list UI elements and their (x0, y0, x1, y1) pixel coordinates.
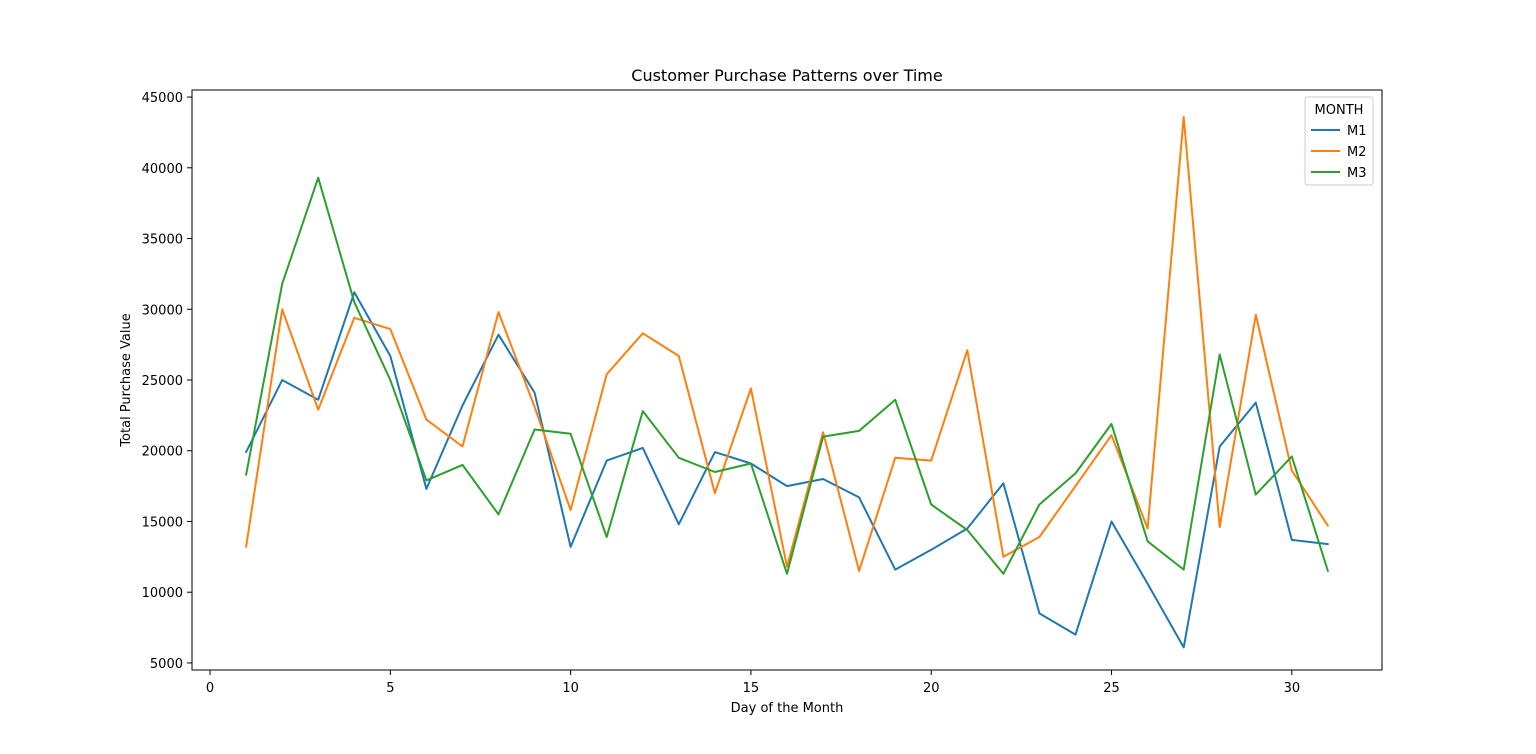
legend-label-m1: M1 (1347, 124, 1367, 139)
legend-label-m3: M3 (1347, 166, 1367, 181)
y-tick-label: 10000 (142, 586, 183, 601)
x-tick-label: 15 (743, 681, 760, 696)
y-tick-label: 20000 (142, 445, 183, 460)
legend-entries: M1 M2 M3 (1311, 124, 1367, 181)
y-tick-label: 15000 (142, 515, 183, 530)
plot-area (191, 89, 1383, 671)
x-tick-label: 20 (923, 681, 940, 696)
y-tick-label: 25000 (142, 374, 183, 389)
y-axis-title: Total Purchase Value (119, 313, 134, 447)
y-tick-label: 35000 (142, 233, 183, 248)
x-tick-label: 25 (1103, 681, 1120, 696)
series-line-m1 (245, 291, 1329, 649)
series-line-m2 (245, 115, 1329, 572)
x-tick-label: 30 (1284, 681, 1301, 696)
y-tick-label: 5000 (150, 657, 183, 672)
x-tick-label: 10 (562, 681, 579, 696)
y-tick-label: 45000 (142, 91, 183, 106)
x-axis-title: Day of the Month (731, 701, 844, 716)
legend-label-m2: M2 (1347, 145, 1367, 160)
x-tick-label: 5 (386, 681, 394, 696)
legend-box (1304, 96, 1374, 186)
x-tick-label: 0 (206, 681, 214, 696)
legend: MONTH M1 M2 M3 (1304, 96, 1374, 186)
y-axis: 5000 10000 15000 20000 25000 30000 35000 40000 4… (142, 91, 192, 672)
y-tick-label: 40000 (142, 162, 183, 177)
series-line-m3 (245, 176, 1329, 575)
chart-title: Customer Purchase Patterns over Time (631, 66, 942, 85)
legend-title: MONTH (1315, 103, 1364, 118)
y-tick-label: 30000 (142, 303, 183, 318)
x-axis: 0 5 10 15 20 25 30 (206, 670, 1300, 696)
series-group (245, 115, 1329, 649)
